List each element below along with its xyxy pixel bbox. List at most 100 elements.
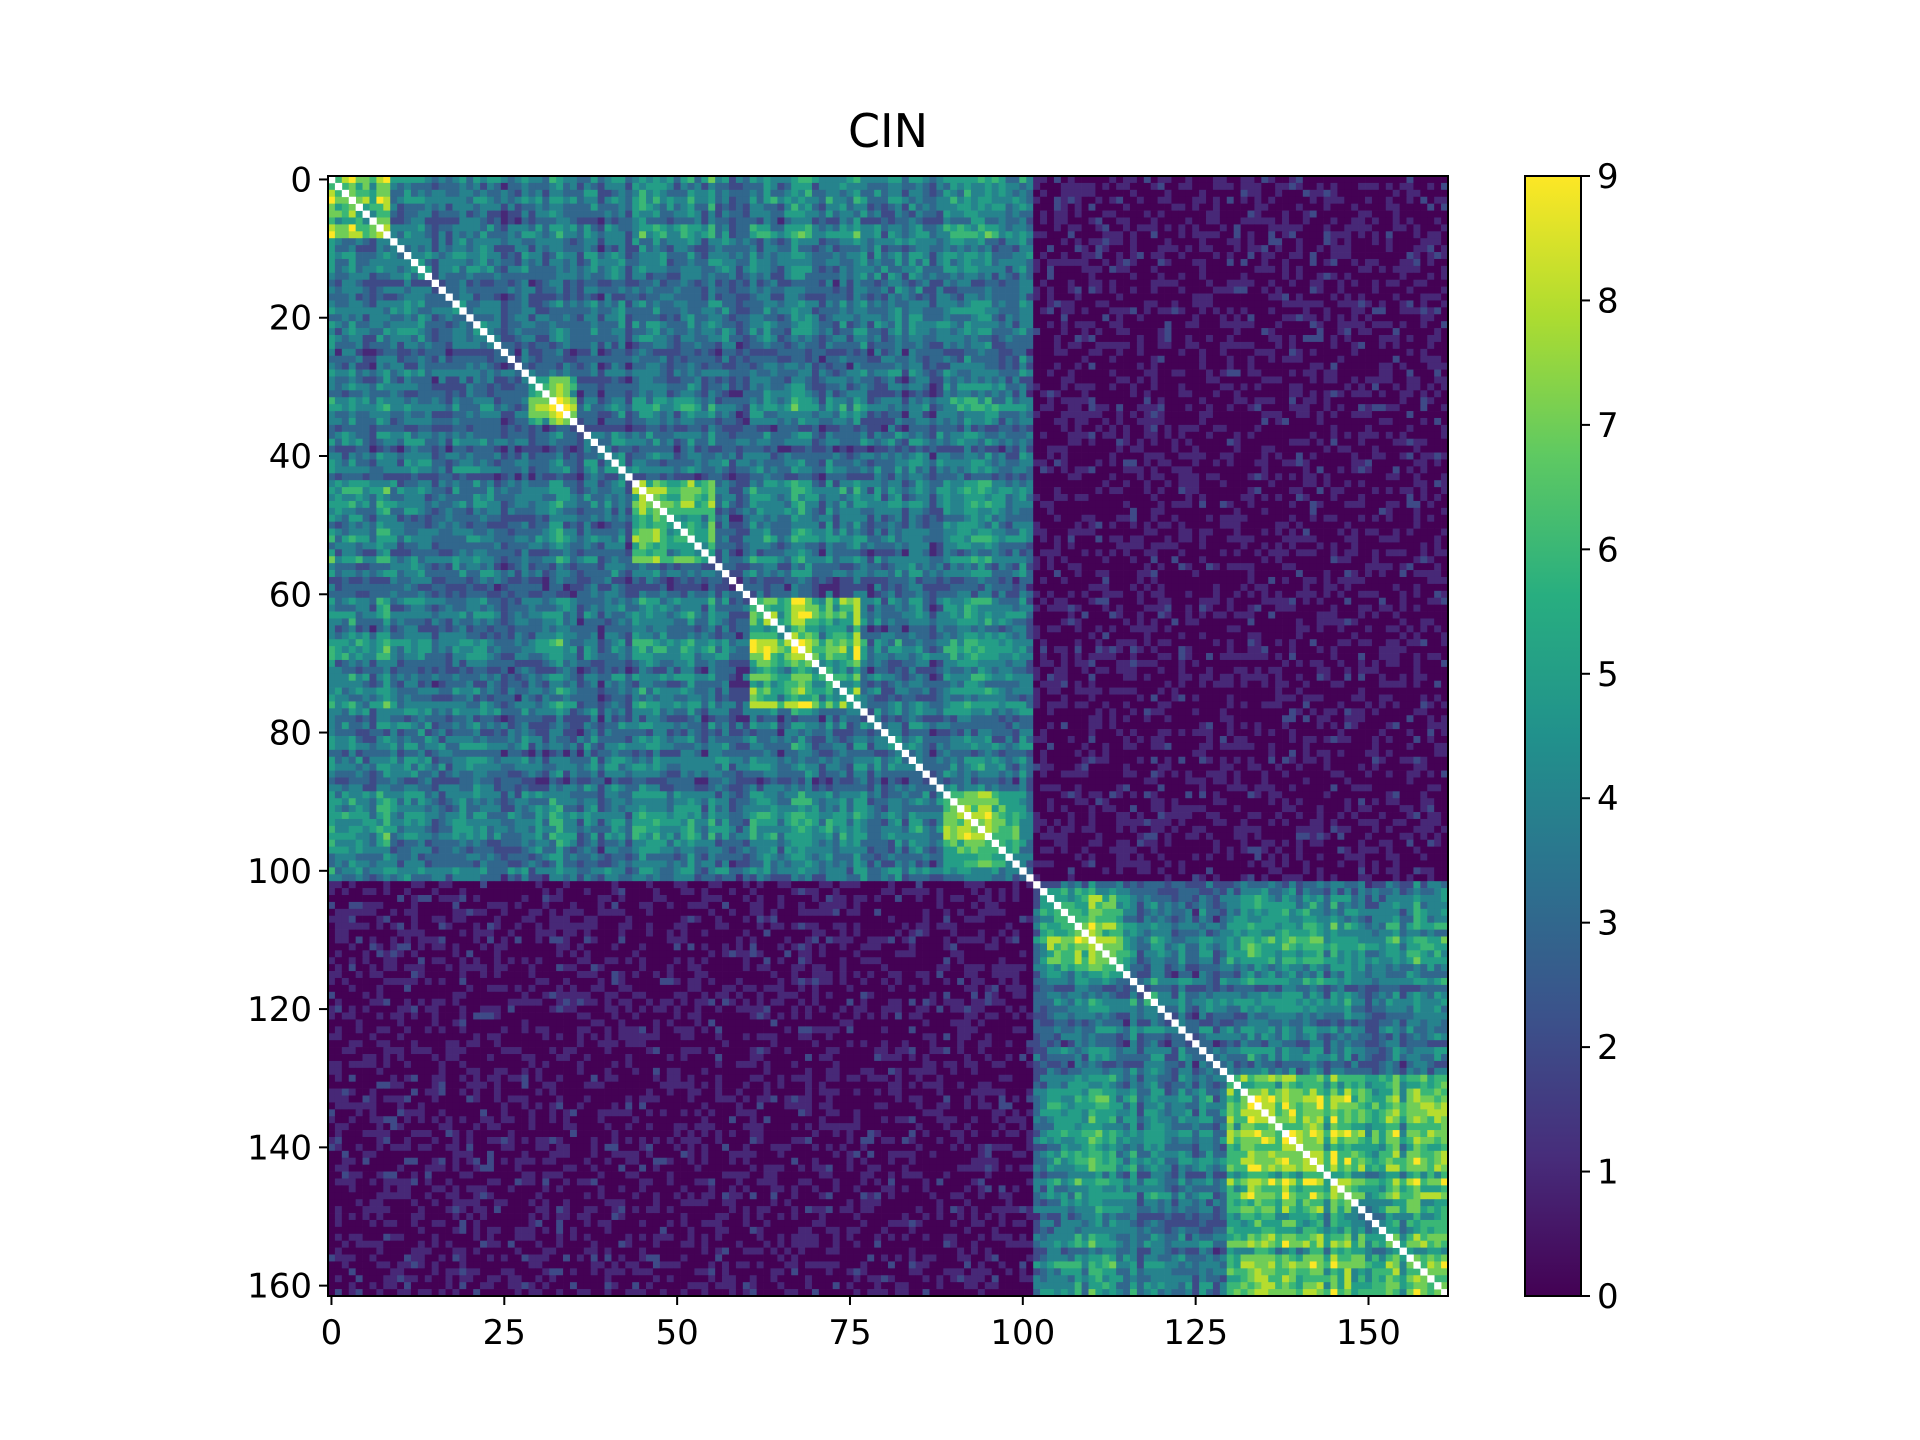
heatmap-cell	[964, 307, 972, 315]
heatmap-cell	[1109, 362, 1117, 370]
heatmap-cell	[867, 341, 875, 350]
heatmap-cell	[1060, 341, 1069, 350]
heatmap-cell	[1344, 252, 1352, 260]
heatmap-cell	[728, 341, 737, 350]
heatmap-cell	[328, 376, 336, 384]
heatmap-cell	[480, 300, 488, 308]
heatmap-cell	[1219, 307, 1228, 315]
heatmap-cell	[901, 210, 910, 218]
heatmap-cell	[888, 231, 896, 239]
heatmap-cell	[1406, 196, 1414, 205]
heatmap-cell	[1282, 328, 1290, 336]
heatmap-cell	[341, 369, 350, 377]
heatmap-cell	[998, 272, 1006, 281]
heatmap-cell	[1012, 245, 1020, 253]
heatmap-cell	[860, 224, 868, 232]
heatmap-cell	[1385, 217, 1394, 225]
heatmap-cell	[846, 238, 854, 246]
heatmap-cell	[1420, 258, 1428, 267]
heatmap-cell	[984, 252, 993, 260]
heatmap-cell	[1226, 203, 1235, 211]
heatmap-cell	[964, 245, 972, 253]
heatmap-cell	[853, 355, 861, 364]
heatmap-cell	[1047, 252, 1055, 260]
heatmap-cell	[639, 189, 647, 198]
heatmap-cell	[1199, 182, 1207, 191]
heatmap-cell	[694, 203, 702, 211]
heatmap-cell	[1275, 245, 1283, 253]
heatmap-cell	[1323, 307, 1331, 315]
heatmap-cell	[881, 189, 889, 198]
heatmap-cell	[1371, 245, 1380, 253]
heatmap-cell	[659, 341, 668, 350]
heatmap-cell	[825, 203, 834, 211]
heatmap-cell	[728, 238, 737, 246]
heatmap-cell	[1067, 376, 1076, 384]
heatmap-cell	[397, 196, 405, 205]
heatmap-cell	[1399, 189, 1407, 198]
heatmap-cell	[1226, 238, 1235, 246]
heatmap-cell	[818, 300, 827, 308]
heatmap-cell	[936, 279, 944, 287]
heatmap-cell	[1268, 265, 1276, 274]
heatmap-cell	[1047, 224, 1055, 232]
heatmap-cell	[680, 203, 688, 211]
heatmap-cell	[770, 328, 778, 336]
heatmap-cell	[1268, 189, 1276, 198]
heatmap-cell	[708, 252, 716, 260]
heatmap-cell	[1240, 182, 1248, 191]
heatmap-cell	[493, 189, 502, 198]
heatmap-cell	[1088, 182, 1096, 191]
heatmap-cell	[438, 321, 446, 329]
heatmap-cell	[777, 369, 785, 377]
heatmap-cell	[376, 335, 384, 343]
heatmap-cell	[404, 348, 412, 357]
heatmap-cell	[1295, 210, 1304, 218]
heatmap-cell	[1109, 321, 1117, 329]
heatmap-cell	[1261, 300, 1269, 308]
heatmap-cell	[929, 307, 937, 315]
heatmap-cell	[915, 189, 923, 198]
heatmap-cell	[404, 238, 412, 246]
heatmap-cell	[867, 210, 875, 218]
heatmap-cell	[1282, 210, 1290, 218]
heatmap-cell	[763, 203, 771, 211]
heatmap-cell	[362, 217, 370, 225]
heatmap-cell	[936, 217, 944, 225]
heatmap-cell	[839, 335, 847, 343]
heatmap-cell	[1309, 328, 1317, 336]
heatmap-cell	[424, 189, 433, 198]
heatmap-cell	[611, 265, 619, 274]
heatmap-cell	[1275, 231, 1283, 239]
heatmap-cell	[1129, 369, 1138, 377]
heatmap-cell	[1067, 355, 1076, 364]
heatmap-cell	[673, 293, 681, 301]
heatmap-cell	[735, 279, 744, 287]
heatmap-cell	[1033, 362, 1041, 370]
heatmap-cell	[922, 182, 930, 191]
heatmap-cell	[1226, 217, 1235, 225]
heatmap-cell	[805, 300, 813, 308]
heatmap-cell	[894, 189, 903, 198]
heatmap-cell	[473, 328, 481, 336]
heatmap-cell	[445, 238, 453, 246]
heatmap-cell	[1060, 231, 1069, 239]
heatmap-cell	[770, 369, 778, 377]
heatmap-cell	[1033, 258, 1041, 267]
heatmap-cell	[1399, 369, 1407, 377]
heatmap-cell	[424, 279, 433, 287]
heatmap-cell	[680, 348, 688, 357]
heatmap-cell	[728, 369, 737, 377]
heatmap-cell	[1060, 252, 1069, 260]
heatmap-cell	[1302, 293, 1311, 301]
heatmap-cell	[646, 328, 654, 336]
heatmap-cell	[576, 369, 585, 377]
heatmap-cell	[1136, 335, 1145, 343]
heatmap-cell	[957, 265, 965, 274]
heatmap-cell	[715, 265, 723, 274]
heatmap-cell	[1192, 300, 1200, 308]
heatmap-cell	[1240, 210, 1248, 218]
heatmap-cell	[701, 176, 709, 184]
heatmap-cell	[742, 231, 751, 239]
heatmap-cell	[1143, 189, 1152, 198]
